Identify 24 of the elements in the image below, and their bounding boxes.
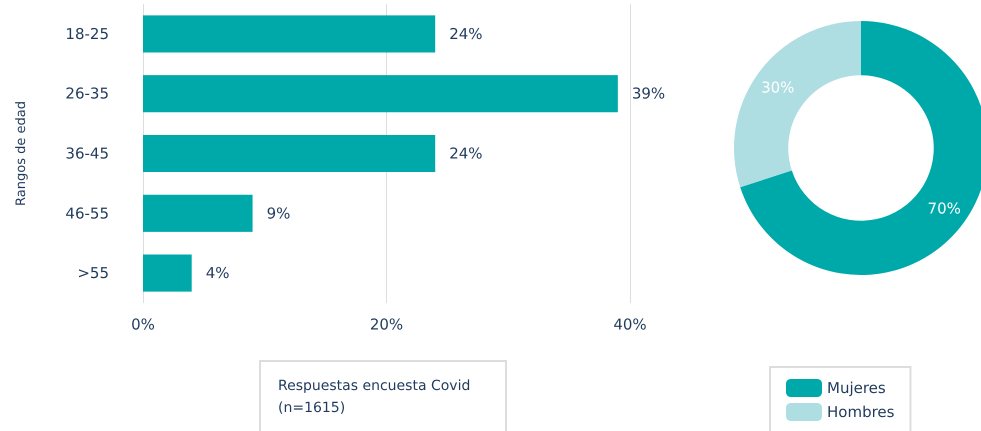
bar (143, 75, 618, 112)
text: 39% (632, 84, 666, 103)
x-tick-label: 40% (613, 316, 647, 334)
x-tick-label: 20% (370, 316, 404, 334)
bar (143, 254, 192, 292)
data-label: 30% (761, 78, 794, 97)
bar (143, 15, 436, 52)
y-tick-label: >55 (77, 264, 109, 282)
text: 24% (449, 24, 483, 43)
text: 9% (266, 204, 290, 222)
y-axis-title: Rangos de edad (14, 101, 29, 206)
bar (143, 194, 253, 232)
y-tick-label: 46-55 (65, 204, 109, 222)
legend-label: Hombres (827, 403, 895, 421)
y-tick-label: 18-25 (65, 24, 109, 43)
text: 24% (449, 144, 483, 162)
text: 4% (206, 264, 230, 282)
legend-label: Mujeres (827, 379, 886, 397)
text: Respuestas encuesta Covid (n=1615) (278, 378, 470, 416)
y-tick-label: 36-45 (65, 144, 109, 162)
data-label: 70% (928, 199, 961, 218)
bar (143, 134, 436, 172)
x-tick-label: 0% (131, 316, 155, 334)
y-tick-label: 26-35 (65, 84, 109, 103)
